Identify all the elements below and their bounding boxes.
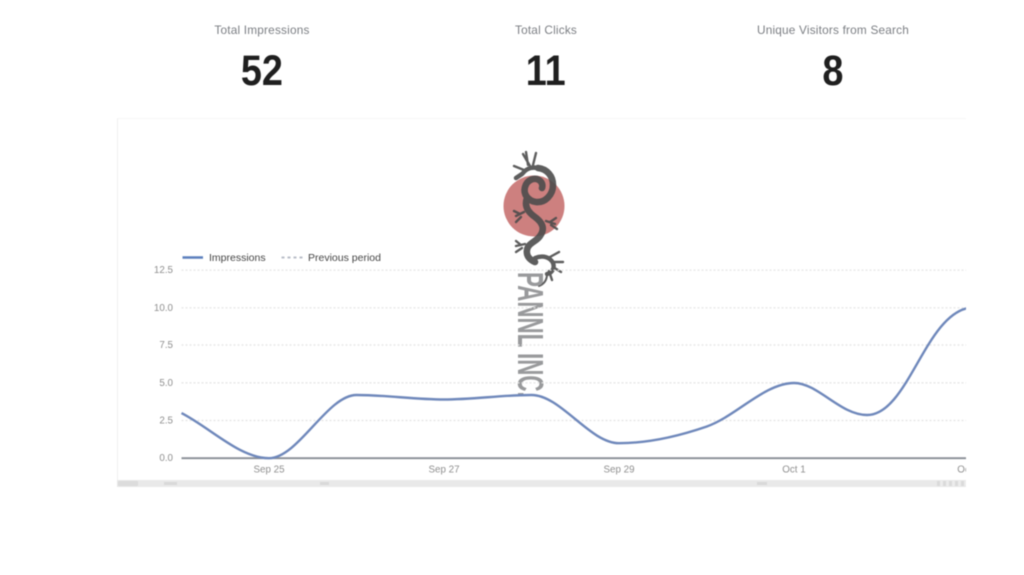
svg-text:Sep 29: Sep 29 (603, 465, 634, 476)
svg-text:Sep 25: Sep 25 (253, 465, 285, 476)
svg-text:5.0: 5.0 (159, 378, 173, 389)
svg-text:Sep 27: Sep 27 (428, 465, 459, 476)
svg-text:Impressions: Impressions (209, 252, 266, 264)
svg-text:0.0: 0.0 (159, 453, 173, 464)
svg-text:10.0: 10.0 (154, 303, 174, 314)
svg-text:2.5: 2.5 (159, 416, 173, 427)
svg-text:7.5: 7.5 (159, 340, 173, 351)
svg-text:Oct 1: Oct 1 (782, 465, 805, 476)
svg-text:12.5: 12.5 (154, 265, 174, 276)
svg-text:Oct 3: Oct 3 (957, 465, 966, 476)
svg-text:Previous period: Previous period (308, 252, 381, 264)
